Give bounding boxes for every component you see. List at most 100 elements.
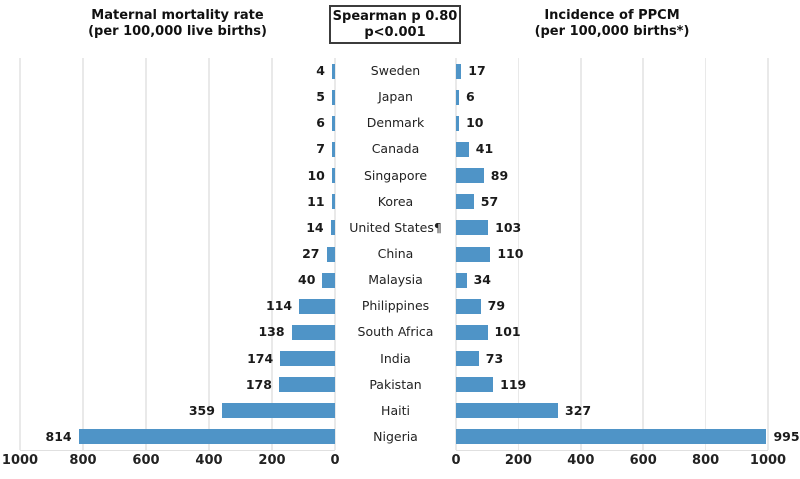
left-axis-tick-label: 0 xyxy=(330,453,340,468)
ppcm-incidence-value-label: 89 xyxy=(490,167,509,183)
right-axis-tick-label: 600 xyxy=(629,453,657,468)
gridline xyxy=(82,58,84,450)
gridline xyxy=(271,58,273,450)
gridline xyxy=(145,58,147,450)
maternal-mortality-value-label: 5 xyxy=(316,89,325,105)
maternal-mortality-bar xyxy=(278,377,335,393)
gridline xyxy=(580,58,582,450)
country-label: Sweden xyxy=(370,63,421,79)
ppcm-incidence-bar xyxy=(456,351,479,367)
ppcm-incidence-value-label: 73 xyxy=(485,350,504,366)
category-label-column: Sweden Japan Denmark Canada Singapore Korea Un… xyxy=(335,58,456,450)
ppcm-incidence-value-label: 995 xyxy=(773,428,800,444)
ppcm-incidence-value-label: 57 xyxy=(480,193,499,209)
maternal-mortality-bar xyxy=(322,272,335,288)
right-axis-tick-label: 200 xyxy=(504,453,532,468)
maternal-mortality-value-label: 10 xyxy=(307,167,325,183)
maternal-mortality-bar xyxy=(331,168,335,184)
left-plot-title-line1: Maternal mortality rate xyxy=(91,8,264,23)
country-label: Denmark xyxy=(366,115,425,131)
ppcm-incidence-bar xyxy=(456,324,488,340)
ppcm-incidence-value-label: 79 xyxy=(487,298,506,314)
ppcm-incidence-bar xyxy=(456,272,467,288)
maternal-mortality-bar xyxy=(332,63,335,79)
ppcm-incidence-value-label: 119 xyxy=(500,376,527,392)
left-axis-tick-label: 200 xyxy=(258,453,286,468)
country-label: Japan xyxy=(378,89,413,105)
right-plot-title: Incidence of PPCM (per 100,000 births*) xyxy=(476,8,748,40)
left-plot-title: Maternal mortality rate (per 100,000 liv… xyxy=(40,8,315,40)
ppcm-incidence-value-label: 103 xyxy=(495,219,522,235)
country-label: Haiti xyxy=(381,402,410,418)
right-axis-tick-label: 400 xyxy=(567,453,595,468)
country-label: India xyxy=(380,350,411,366)
gridline xyxy=(19,58,21,450)
ppcm-incidence-value-label: 34 xyxy=(473,272,491,288)
maternal-mortality-value-label: 138 xyxy=(258,324,285,340)
left-plot-title-line2: (per 100,000 live births) xyxy=(88,24,267,39)
maternal-mortality-bar xyxy=(291,324,335,340)
country-label: Nigeria xyxy=(373,428,418,444)
ppcm-incidence-value-label: 17 xyxy=(468,63,486,79)
ppcm-incidence-value-label: 101 xyxy=(494,324,521,340)
maternal-mortality-value-label: 14 xyxy=(306,219,324,235)
left-axis-tick-label: 600 xyxy=(132,453,160,468)
ppcm-incidence-value-label: 10 xyxy=(466,115,484,131)
maternal-mortality-bar xyxy=(330,220,335,236)
left-axis-tick-label: 800 xyxy=(69,453,97,468)
maternal-mortality-value-label: 174 xyxy=(247,350,274,366)
country-label: Malaysia xyxy=(368,272,423,288)
ppcm-incidence-bar xyxy=(456,115,460,131)
maternal-mortality-value-label: 359 xyxy=(188,402,215,418)
ppcm-incidence-bar xyxy=(456,194,474,210)
ppcm-incidence-value-label: 6 xyxy=(466,89,475,105)
maternal-mortality-value-label: 11 xyxy=(307,193,325,209)
ppcm-incidence-bar xyxy=(456,298,481,314)
ppcm-incidence-bar xyxy=(456,403,559,419)
ppcm-incidence-value-label: 41 xyxy=(475,141,494,157)
country-label: China xyxy=(377,246,414,261)
maternal-mortality-value-label: 4 xyxy=(316,63,325,79)
ppcm-incidence-bar xyxy=(456,63,462,79)
ppcm-incidence-bar xyxy=(456,220,489,236)
ppcm-incidence-value-label: 110 xyxy=(497,246,524,261)
maternal-mortality-value-label: 40 xyxy=(298,272,316,288)
maternal-mortality-value-label: 7 xyxy=(316,141,325,157)
right-axis-tick-label: 0 xyxy=(451,453,461,468)
ppcm-incidence-bar xyxy=(456,89,459,105)
gridline xyxy=(704,58,707,450)
maternal-mortality-bar xyxy=(332,89,335,105)
left-axis-tick-label: 1000 xyxy=(1,453,39,468)
maternal-mortality-bar xyxy=(331,194,335,210)
left-axis-tick-label: 400 xyxy=(195,453,223,468)
maternal-mortality-bar xyxy=(78,429,335,445)
gridline xyxy=(208,58,210,450)
ppcm-incidence-bar xyxy=(456,429,767,445)
gridline xyxy=(517,58,520,450)
country-label: Pakistan xyxy=(369,376,422,392)
maternal-mortality-value-label: 6 xyxy=(316,115,325,131)
spearman-annotation-line2: p<0.001 xyxy=(364,25,426,40)
gridline xyxy=(642,58,644,450)
right-plot-title-line2: (per 100,000 births*) xyxy=(534,24,690,39)
maternal-mortality-value-label: 27 xyxy=(302,246,320,261)
maternal-mortality-value-label: 814 xyxy=(45,428,72,444)
maternal-mortality-value-label: 178 xyxy=(245,376,272,392)
maternal-mortality-value-label: 114 xyxy=(266,298,293,314)
country-label: Korea xyxy=(377,193,414,209)
spearman-annotation-line1: Spearman p 0.80 xyxy=(332,9,458,24)
maternal-mortality-bar xyxy=(299,298,335,314)
left-plot-area: 4 5 6 7 10 11 14 27 40 114 138 174 178 359 814 xyxy=(19,58,336,451)
maternal-mortality-bar xyxy=(280,351,335,367)
maternal-mortality-bar xyxy=(332,141,335,157)
maternal-mortality-bar xyxy=(221,403,335,419)
ppcm-incidence-bar xyxy=(456,168,484,184)
country-label: United States¶ xyxy=(349,219,442,235)
country-label: Canada xyxy=(371,141,420,157)
ppcm-incidence-bar xyxy=(456,246,491,262)
spearman-annotation-box: Spearman p 0.80 p<0.001 xyxy=(329,5,461,44)
right-plot-area: 17 6 10 41 89 57 103 110 34 79 101 73 119 327 995 xyxy=(455,58,800,451)
maternal-mortality-bar xyxy=(326,246,335,262)
ppcm-incidence-bar xyxy=(456,377,494,393)
right-plot-title-line1: Incidence of PPCM xyxy=(544,8,680,23)
